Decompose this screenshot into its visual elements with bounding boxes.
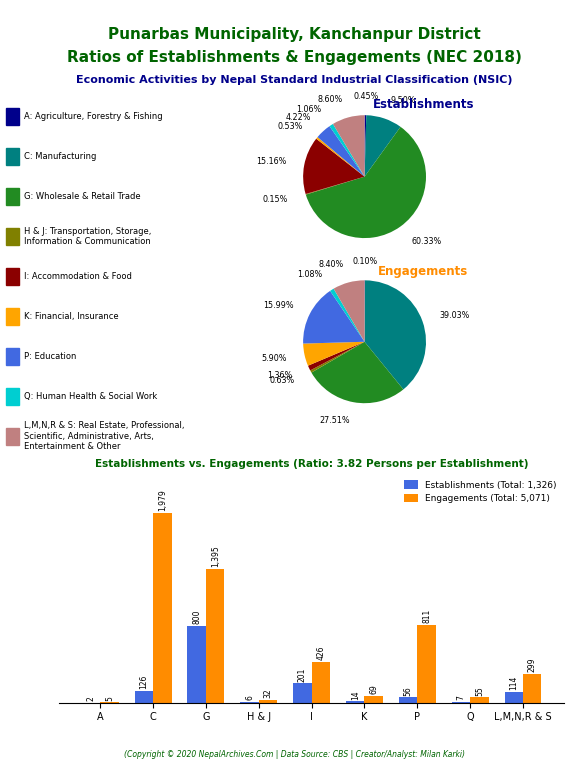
Text: 1.08%: 1.08%: [297, 270, 322, 279]
Text: C: Manufacturing: C: Manufacturing: [24, 152, 96, 161]
Wedge shape: [365, 280, 426, 389]
Text: 0.53%: 0.53%: [277, 122, 303, 131]
Text: 4.22%: 4.22%: [285, 113, 310, 122]
Wedge shape: [303, 342, 365, 366]
Bar: [188, 626, 206, 703]
Legend: Establishments (Total: 1,326), Engagements (Total: 5,071): Establishments (Total: 1,326), Engagemen…: [400, 477, 560, 507]
Wedge shape: [303, 291, 365, 343]
Wedge shape: [303, 139, 365, 194]
Text: 1,395: 1,395: [211, 545, 220, 567]
Bar: [259, 700, 278, 703]
Text: Engagements: Engagements: [378, 265, 469, 278]
Text: K: Financial, Insurance: K: Financial, Insurance: [24, 312, 118, 321]
Text: G: Wholesale & Retail Trade: G: Wholesale & Retail Trade: [24, 192, 140, 201]
Bar: [346, 701, 365, 703]
Text: 32: 32: [263, 688, 273, 698]
Bar: [293, 684, 312, 703]
Bar: [365, 696, 383, 703]
Bar: [523, 674, 542, 703]
Text: 8.40%: 8.40%: [319, 260, 344, 269]
Text: 15.16%: 15.16%: [256, 157, 286, 166]
Text: 0.45%: 0.45%: [353, 92, 378, 101]
Wedge shape: [316, 137, 365, 177]
Wedge shape: [333, 280, 365, 342]
Text: 9.50%: 9.50%: [390, 97, 416, 105]
Text: 0.10%: 0.10%: [352, 257, 377, 266]
Bar: [135, 690, 153, 703]
Text: H & J: Transportation, Storage,
Information & Communication: H & J: Transportation, Storage, Informat…: [24, 227, 151, 247]
Text: 114: 114: [509, 676, 518, 690]
Bar: [417, 625, 436, 703]
Text: 15.99%: 15.99%: [263, 301, 293, 310]
Wedge shape: [308, 342, 365, 370]
Bar: [312, 662, 330, 703]
Text: 0.15%: 0.15%: [263, 195, 288, 204]
Bar: [399, 697, 417, 703]
Text: 27.51%: 27.51%: [319, 415, 350, 425]
Text: Ratios of Establishments & Engagements (NEC 2018): Ratios of Establishments & Engagements (…: [66, 50, 522, 65]
Wedge shape: [333, 115, 365, 177]
Text: P: Education: P: Education: [24, 352, 76, 361]
Text: 6: 6: [245, 696, 254, 700]
Text: 5: 5: [105, 696, 114, 700]
Wedge shape: [312, 342, 403, 403]
Wedge shape: [306, 177, 365, 194]
Text: 426: 426: [316, 646, 325, 660]
Text: 69: 69: [369, 684, 378, 694]
Text: 60.33%: 60.33%: [411, 237, 441, 246]
Text: L,M,N,R & S: Real Estate, Professional,
Scientific, Administrative, Arts,
Entert: L,M,N,R & S: Real Estate, Professional, …: [24, 422, 184, 451]
Text: (Copyright © 2020 NepalArchives.Com | Data Source: CBS | Creator/Analyst: Milan : (Copyright © 2020 NepalArchives.Com | Da…: [123, 750, 465, 759]
Bar: [153, 513, 172, 703]
Text: 201: 201: [298, 667, 307, 682]
Text: 800: 800: [192, 610, 201, 624]
Wedge shape: [329, 124, 365, 177]
Text: I: Accommodation & Food: I: Accommodation & Food: [24, 272, 131, 281]
Text: A: Agriculture, Forestry & Fishing: A: Agriculture, Forestry & Fishing: [24, 112, 162, 121]
Wedge shape: [310, 342, 365, 372]
Text: Punarbas Municipality, Kanchanpur District: Punarbas Municipality, Kanchanpur Distri…: [108, 27, 480, 42]
Bar: [470, 697, 489, 703]
Text: 55: 55: [475, 686, 484, 696]
Text: 299: 299: [528, 657, 537, 672]
Text: 56: 56: [403, 686, 413, 696]
Wedge shape: [330, 289, 365, 342]
Title: Establishments vs. Engagements (Ratio: 3.82 Persons per Establishment): Establishments vs. Engagements (Ratio: 3…: [95, 458, 529, 468]
Wedge shape: [318, 126, 365, 177]
Text: 8.60%: 8.60%: [318, 95, 343, 104]
Text: Establishments: Establishments: [373, 98, 474, 111]
Wedge shape: [306, 127, 426, 238]
Text: Economic Activities by Nepal Standard Industrial Classification (NSIC): Economic Activities by Nepal Standard In…: [76, 75, 512, 85]
Text: 1.06%: 1.06%: [296, 105, 321, 114]
Text: 5.90%: 5.90%: [261, 354, 286, 363]
Wedge shape: [365, 115, 366, 177]
Wedge shape: [365, 115, 400, 177]
Text: 1,979: 1,979: [158, 489, 167, 511]
Text: 0.63%: 0.63%: [269, 376, 295, 385]
Text: 2: 2: [86, 696, 95, 700]
Text: 14: 14: [350, 690, 360, 700]
Bar: [505, 692, 523, 703]
Text: 1.36%: 1.36%: [267, 372, 292, 380]
Text: 7: 7: [456, 696, 466, 700]
Text: Q: Human Health & Social Work: Q: Human Health & Social Work: [24, 392, 157, 401]
Bar: [206, 569, 225, 703]
Text: 811: 811: [422, 609, 431, 623]
Text: 39.03%: 39.03%: [440, 311, 470, 319]
Text: 126: 126: [139, 674, 148, 689]
